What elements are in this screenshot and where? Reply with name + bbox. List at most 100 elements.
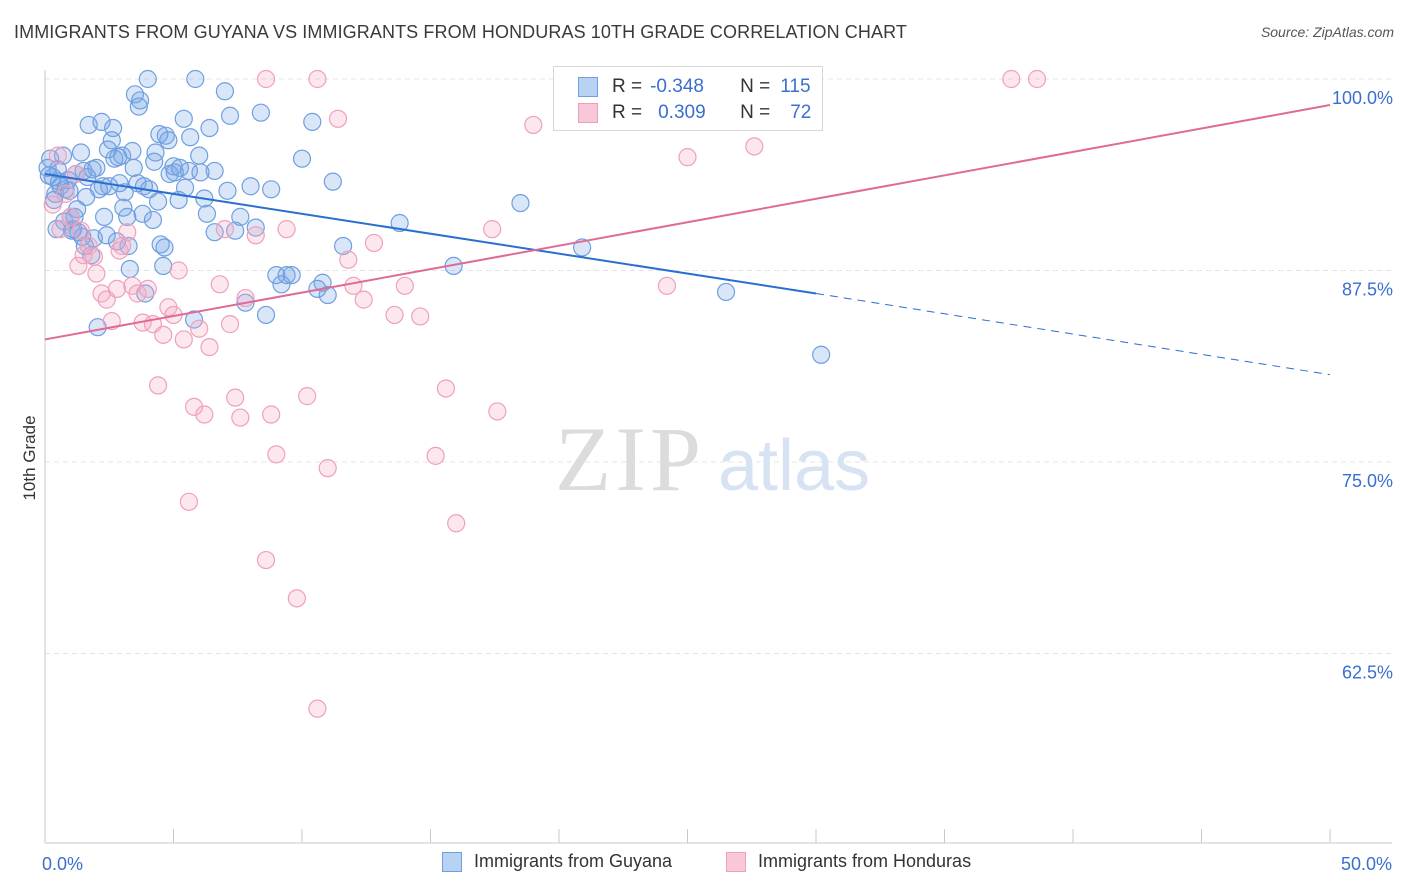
legend-swatch-guyana bbox=[578, 77, 598, 97]
data-point-honduras bbox=[107, 279, 127, 298]
data-point-honduras bbox=[339, 250, 358, 269]
data-point-honduras bbox=[79, 236, 98, 256]
data-point-honduras bbox=[298, 387, 317, 406]
data-point-guyana bbox=[390, 213, 409, 233]
legend-swatch-honduras bbox=[578, 103, 598, 123]
data-point-guyana bbox=[323, 172, 342, 191]
legend-n-value: 72 bbox=[790, 102, 812, 123]
data-point-guyana bbox=[277, 265, 296, 285]
data-point-guyana bbox=[92, 112, 111, 131]
data-point-honduras bbox=[102, 311, 121, 331]
bottom-legend-guyana: Immigrants from Guyana bbox=[442, 851, 672, 872]
data-point-honduras bbox=[745, 137, 764, 156]
data-point-guyana bbox=[197, 204, 217, 223]
data-point-guyana bbox=[334, 236, 353, 256]
data-point-honduras bbox=[48, 146, 67, 165]
data-point-honduras bbox=[678, 148, 697, 167]
data-point-honduras bbox=[200, 338, 219, 357]
data-point-guyana bbox=[190, 146, 209, 165]
data-point-honduras bbox=[436, 379, 456, 398]
y-tick-label: 62.5% bbox=[1342, 663, 1393, 683]
data-point-honduras bbox=[385, 305, 404, 325]
data-point-honduras bbox=[195, 405, 214, 424]
legend-row-honduras: R = 0.309 N = 72 bbox=[578, 100, 811, 126]
data-point-guyana bbox=[256, 305, 276, 325]
source-label: Source: ZipAtlas.com bbox=[1260, 24, 1394, 40]
data-point-honduras bbox=[267, 445, 286, 464]
data-point-guyana bbox=[170, 158, 190, 177]
data-point-honduras bbox=[61, 207, 80, 226]
data-point-guyana bbox=[220, 106, 240, 125]
data-point-honduras bbox=[84, 247, 103, 266]
data-point-guyana bbox=[241, 177, 260, 196]
data-point-guyana bbox=[133, 204, 152, 223]
data-point-honduras bbox=[118, 223, 137, 242]
data-point-honduras bbox=[328, 109, 348, 128]
data-point-honduras bbox=[308, 699, 327, 718]
data-point-guyana bbox=[97, 226, 116, 245]
trend-line-guyana bbox=[44, 172, 817, 295]
bottom-legend-swatch-honduras bbox=[726, 851, 746, 872]
data-point-guyana bbox=[124, 158, 143, 177]
y-tick-label: 100.0% bbox=[1332, 88, 1393, 108]
legend-r-label: R = bbox=[612, 102, 643, 123]
data-point-guyana bbox=[114, 198, 133, 217]
data-point-guyana bbox=[155, 238, 174, 257]
data-point-guyana bbox=[130, 91, 150, 110]
data-point-guyana bbox=[83, 160, 102, 179]
trend-line-honduras bbox=[44, 104, 1331, 341]
x-tick-label: 0.0% bbox=[42, 854, 83, 874]
data-point-guyana bbox=[71, 143, 91, 162]
data-point-honduras bbox=[148, 376, 168, 395]
data-point-honduras bbox=[395, 276, 414, 295]
trend-line-guyana-extension bbox=[815, 292, 1331, 376]
data-point-guyana bbox=[47, 220, 66, 239]
data-point-guyana bbox=[218, 181, 237, 200]
data-point-guyana bbox=[191, 163, 210, 182]
data-point-honduras bbox=[483, 220, 502, 239]
data-point-guyana bbox=[200, 118, 219, 138]
data-point-honduras bbox=[184, 397, 204, 416]
data-point-guyana bbox=[150, 125, 169, 144]
data-point-guyana bbox=[186, 69, 205, 89]
legend-r-value: 0.309 bbox=[658, 102, 706, 123]
data-point-guyana bbox=[143, 210, 163, 230]
data-point-honduras bbox=[364, 233, 384, 253]
data-point-honduras bbox=[190, 319, 209, 338]
data-point-guyana bbox=[98, 140, 118, 159]
watermark: ZIP atlas bbox=[555, 408, 870, 510]
data-point-guyana bbox=[262, 180, 281, 199]
trend-lines bbox=[44, 104, 1331, 376]
data-point-honduras bbox=[246, 226, 265, 245]
data-point-guyana bbox=[53, 146, 73, 165]
data-point-guyana bbox=[251, 103, 270, 122]
data-point-honduras bbox=[138, 279, 157, 298]
data-point-guyana bbox=[159, 131, 178, 150]
data-point-honduras bbox=[220, 315, 240, 334]
data-point-honduras bbox=[277, 220, 296, 239]
bottom-legend-label-guyana: Immigrants from Guyana bbox=[474, 851, 673, 871]
data-point-guyana bbox=[812, 345, 831, 364]
legend-row-guyana: R = -0.348 N = 115 bbox=[578, 74, 811, 100]
data-point-honduras bbox=[110, 241, 129, 260]
data-point-guyana bbox=[95, 207, 114, 226]
data-point-guyana bbox=[205, 223, 224, 242]
data-point-honduras bbox=[318, 459, 337, 478]
data-point-guyana bbox=[181, 128, 200, 147]
data-point-honduras bbox=[488, 402, 507, 421]
watermark-zip: ZIP bbox=[555, 408, 705, 510]
x-tick-label: 50.0% bbox=[1341, 854, 1392, 874]
tick-labels: 62.5% 75.0% 87.5% 100.0% 0.0% 50.0% bbox=[42, 88, 1393, 874]
data-point-guyana bbox=[38, 158, 57, 177]
grid-lines bbox=[45, 78, 1392, 654]
data-point-honduras bbox=[256, 550, 276, 570]
data-point-honduras bbox=[154, 325, 173, 344]
y-tick-label: 75.0% bbox=[1342, 471, 1393, 491]
data-point-honduras bbox=[308, 69, 327, 89]
data-point-guyana bbox=[303, 112, 322, 131]
data-point-guyana bbox=[93, 177, 112, 196]
data-point-honduras bbox=[256, 69, 276, 89]
data-point-honduras bbox=[287, 589, 306, 608]
data-point-honduras bbox=[411, 307, 430, 326]
legend-n-value: 115 bbox=[780, 76, 811, 97]
